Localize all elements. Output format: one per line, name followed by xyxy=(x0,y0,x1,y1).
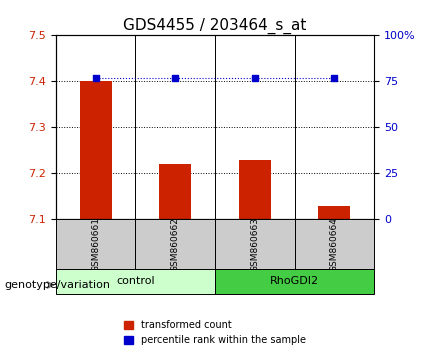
Text: GSM860662: GSM860662 xyxy=(171,217,180,272)
Legend: transformed count, percentile rank within the sample: transformed count, percentile rank withi… xyxy=(120,316,310,349)
Text: RhoGDI2: RhoGDI2 xyxy=(270,276,319,286)
Text: GSM860664: GSM860664 xyxy=(330,217,339,272)
Bar xyxy=(318,206,350,219)
Bar xyxy=(239,160,271,219)
Point xyxy=(172,75,179,81)
Point xyxy=(331,75,338,81)
Bar xyxy=(80,81,112,219)
FancyBboxPatch shape xyxy=(215,219,295,269)
Point xyxy=(92,75,99,81)
Text: GSM860661: GSM860661 xyxy=(91,217,100,272)
FancyBboxPatch shape xyxy=(56,219,135,269)
Bar xyxy=(160,164,191,219)
FancyBboxPatch shape xyxy=(56,269,215,294)
FancyBboxPatch shape xyxy=(295,219,374,269)
Text: genotype/variation: genotype/variation xyxy=(4,280,111,290)
Point xyxy=(251,75,258,81)
Text: GSM860663: GSM860663 xyxy=(250,217,259,272)
FancyBboxPatch shape xyxy=(135,219,215,269)
FancyBboxPatch shape xyxy=(215,269,374,294)
Text: control: control xyxy=(116,276,155,286)
Text: GDS4455 / 203464_s_at: GDS4455 / 203464_s_at xyxy=(123,18,307,34)
